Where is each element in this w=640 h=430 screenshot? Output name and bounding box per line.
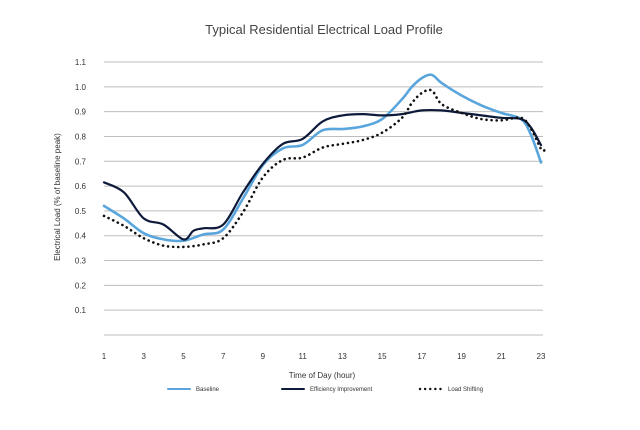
x-tick-label: 3 [142, 352, 147, 361]
legend-label-efficiency-improvement: Efficiency Improvement [310, 387, 373, 393]
y-tick-label: 0.7 [75, 157, 87, 166]
y-axis-label: Electrical Load (% of baseline peak) [53, 133, 62, 261]
grid-lines [104, 61, 543, 311]
y-tick-label: 0.8 [75, 132, 87, 141]
y-axis-ticks: 0.1 0.2 0.3 0.4 0.5 0.6 0.7 0.8 0.9 1.0 1.1 [75, 58, 87, 315]
series-lines [102, 73, 547, 249]
x-axis-label: Time of Day (hour) [289, 371, 356, 380]
x-tick-label: 7 [221, 352, 226, 361]
y-tick-label: 0.2 [75, 281, 87, 290]
chart-title: Typical Residential Electrical Load Prof… [205, 22, 443, 37]
series-load-shifting [102, 88, 547, 249]
x-tick-label: 23 [537, 352, 546, 361]
x-tick-label: 5 [181, 352, 186, 361]
x-tick-label: 13 [338, 352, 347, 361]
legend-label-load-shifting: Load Shifting [448, 387, 483, 393]
y-tick-label: 1.0 [75, 83, 87, 92]
y-tick-label: 1.1 [75, 58, 87, 67]
series-efficiency-improvement [102, 108, 543, 241]
y-tick-label: 0.6 [75, 182, 87, 191]
x-tick-label: 9 [261, 352, 266, 361]
legend-label-baseline: Baseline [196, 387, 220, 393]
y-tick-label: 0.1 [75, 306, 87, 315]
x-tick-label: 15 [378, 352, 387, 361]
y-tick-label: 0.5 [75, 207, 87, 216]
series-baseline [102, 73, 543, 243]
x-axis-ticks: 1 3 5 7 9 11 13 15 17 19 21 23 [102, 352, 546, 361]
x-tick-label: 19 [457, 352, 466, 361]
x-tick-label: 11 [298, 352, 307, 361]
x-tick-label: 17 [417, 352, 426, 361]
x-tick-label: 21 [497, 352, 506, 361]
y-tick-label: 0.9 [75, 108, 87, 117]
x-tick-label: 1 [102, 352, 107, 361]
y-tick-label: 0.3 [75, 257, 87, 266]
legend: Baseline Efficiency Improvement Load Shift… [167, 387, 483, 393]
y-tick-label: 0.4 [75, 232, 87, 241]
